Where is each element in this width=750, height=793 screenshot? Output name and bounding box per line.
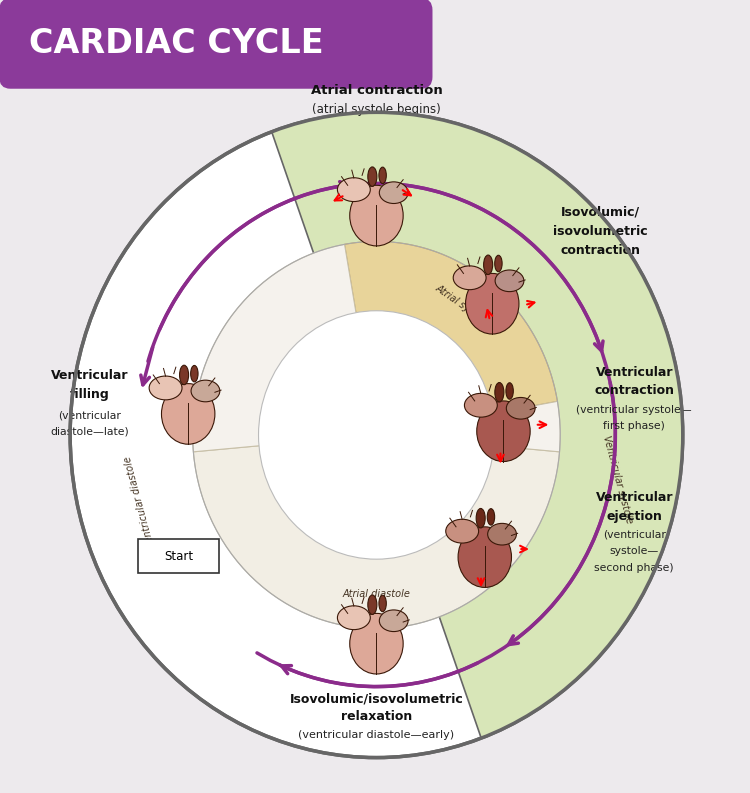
Text: first phase): first phase) xyxy=(603,421,665,431)
Ellipse shape xyxy=(368,167,376,186)
Text: isovolumetric: isovolumetric xyxy=(554,224,648,238)
Text: (ventricular diastole—early): (ventricular diastole—early) xyxy=(298,730,454,740)
Text: Ventricular: Ventricular xyxy=(51,370,128,382)
Text: (atrial systole begins): (atrial systole begins) xyxy=(312,102,441,116)
Wedge shape xyxy=(272,113,682,737)
Wedge shape xyxy=(194,435,560,629)
Text: (ventricular: (ventricular xyxy=(58,410,121,420)
Ellipse shape xyxy=(495,382,504,402)
Ellipse shape xyxy=(464,393,497,417)
Text: Ventricular: Ventricular xyxy=(596,492,673,504)
Ellipse shape xyxy=(506,383,513,399)
Ellipse shape xyxy=(161,384,215,444)
Text: systole—: systole— xyxy=(610,546,658,557)
Ellipse shape xyxy=(495,255,502,272)
Text: ejection: ejection xyxy=(606,510,662,523)
Text: Start: Start xyxy=(164,550,193,563)
Ellipse shape xyxy=(338,178,370,201)
Ellipse shape xyxy=(380,182,408,204)
Text: contraction: contraction xyxy=(560,243,640,257)
Ellipse shape xyxy=(476,508,485,528)
Wedge shape xyxy=(376,401,560,452)
Ellipse shape xyxy=(446,519,478,543)
Ellipse shape xyxy=(380,610,408,631)
Ellipse shape xyxy=(477,401,530,462)
Ellipse shape xyxy=(350,186,404,246)
Ellipse shape xyxy=(484,255,493,274)
Ellipse shape xyxy=(495,270,524,292)
Text: relaxation: relaxation xyxy=(340,711,412,723)
Text: Ventricular systole: Ventricular systole xyxy=(601,435,634,525)
Ellipse shape xyxy=(379,167,386,184)
Ellipse shape xyxy=(350,614,404,674)
Ellipse shape xyxy=(191,380,220,402)
Ellipse shape xyxy=(453,266,486,289)
Ellipse shape xyxy=(379,596,386,611)
Circle shape xyxy=(70,113,682,757)
Wedge shape xyxy=(193,244,376,452)
Ellipse shape xyxy=(179,366,188,385)
Text: contraction: contraction xyxy=(594,384,674,396)
Text: Atrial diastole: Atrial diastole xyxy=(343,589,410,599)
Text: Ventricular diastole: Ventricular diastole xyxy=(123,454,157,549)
Ellipse shape xyxy=(149,376,182,400)
Circle shape xyxy=(259,311,494,559)
Ellipse shape xyxy=(466,274,519,334)
Ellipse shape xyxy=(488,523,517,545)
Text: Isovolumic/isovolumetric: Isovolumic/isovolumetric xyxy=(290,692,464,705)
Text: Isovolumic/: Isovolumic/ xyxy=(561,205,640,219)
Text: CARDIAC CYCLE: CARDIAC CYCLE xyxy=(29,27,324,60)
FancyBboxPatch shape xyxy=(138,538,219,573)
Text: Atrial systole: Atrial systole xyxy=(434,282,492,328)
Ellipse shape xyxy=(506,397,535,419)
Ellipse shape xyxy=(190,366,198,382)
Text: filling: filling xyxy=(70,388,110,400)
Ellipse shape xyxy=(458,527,512,588)
Wedge shape xyxy=(344,241,557,435)
Text: second phase): second phase) xyxy=(595,563,674,573)
FancyBboxPatch shape xyxy=(0,0,433,89)
Ellipse shape xyxy=(368,595,376,615)
Text: (ventricular systole—: (ventricular systole— xyxy=(577,404,692,415)
Ellipse shape xyxy=(338,606,370,630)
Text: diastole—late): diastole—late) xyxy=(50,427,129,437)
Text: (ventricular: (ventricular xyxy=(603,530,666,540)
Text: Atrial contraction: Atrial contraction xyxy=(310,84,442,97)
Ellipse shape xyxy=(488,508,495,525)
Text: Ventricular: Ventricular xyxy=(596,366,673,378)
